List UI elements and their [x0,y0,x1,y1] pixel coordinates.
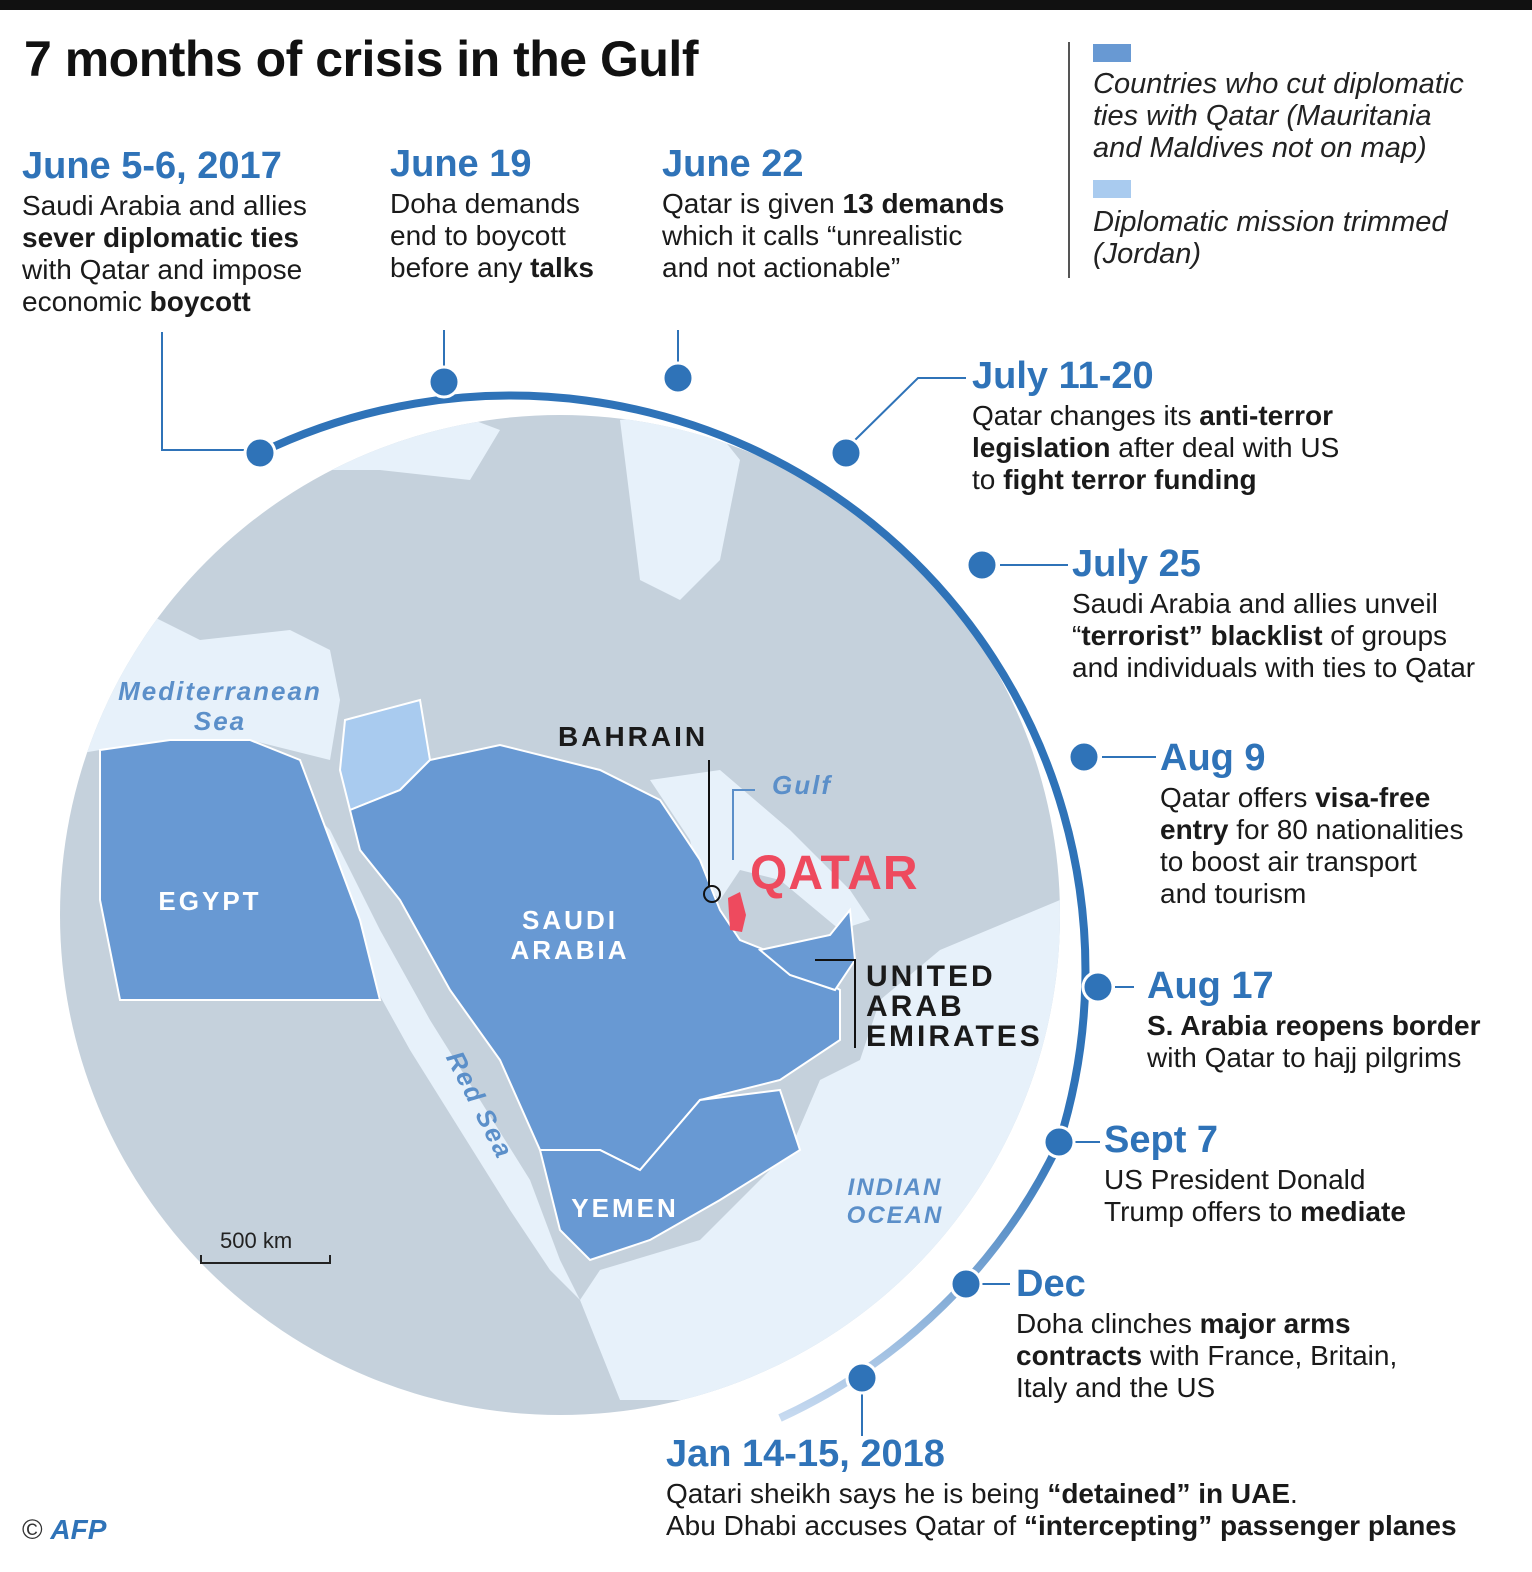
event-july-25: July 25 Saudi Arabia and allies unveil “t… [1072,542,1475,684]
timeline-dot-aug-17 [1081,970,1115,1004]
event-text: Doha demands end to boycott before any tal… [390,188,594,283]
event-dec: Dec Doha clinches major arms contracts wi… [1016,1262,1397,1404]
event-sept-7: Sept 7 US President Donald Trump offers t… [1104,1118,1406,1228]
copyright-symbol: © [22,1514,43,1545]
timeline-dot-jan-14 [845,1361,879,1395]
event-date: July 25 [1072,543,1201,585]
persian-gulf [650,770,870,930]
label-gulf: Gulf [772,770,832,800]
event-date: Sept 7 [1104,1119,1219,1161]
timeline-arc [258,391,1090,1145]
label-uae: UNITED ARAB EMIRATES [866,960,1043,1053]
credit: © AFP [22,1514,106,1546]
timeline-dot-july-25 [965,548,999,582]
label-bahrain: BAHRAIN [558,721,709,752]
bahrain-marker [703,885,721,903]
event-text: Qatar is given 13 demands which it calls … [662,188,1005,283]
gulf-leader [732,789,755,860]
event-july-11: July 11-20 Qatar changes its anti-terror… [972,354,1339,496]
timeline-dot-dec [949,1267,983,1301]
timeline-dot-june-5 [243,436,277,470]
label-yemen: YEMEN [571,1193,679,1223]
event-text: Saudi Arabia and allies unveil “terrorist… [1072,588,1476,683]
top-rule [0,0,1532,10]
legend-swatch-trimmed [1093,180,1131,198]
legend-swatch-cut-ties [1093,44,1131,62]
event-text: Saudi Arabia and allies sever diplomatic … [22,190,307,317]
timeline-dot-june-19 [427,365,461,399]
label-saudi-arabia: SAUDI ARABIA [510,905,630,965]
caspian-sea [620,415,740,600]
timeline-dot-june-22 [661,361,695,395]
event-date: Jan 14-15, 2018 [666,1433,945,1475]
event-date: Dec [1016,1263,1086,1305]
legend-text-cut-ties: Countries who cut diplomatic ties with Q… [1093,68,1464,164]
label-indian-ocean: INDIAN OCEAN [846,1174,944,1229]
afp-logo: AFP [50,1514,107,1545]
timeline-dot-aug-9 [1067,740,1101,774]
event-date: Aug 17 [1147,965,1274,1007]
egypt-shape [99,739,382,1001]
label-egypt: EGYPT [158,886,262,916]
event-date: June 22 [662,143,804,185]
label-mediterranean: Mediterranean Sea [118,676,322,736]
event-text: Qatari sheikh says he is being “detained… [666,1478,1457,1541]
legend-divider [1068,42,1070,278]
scale-bar [200,1255,331,1264]
timeline-dot-july-11 [829,436,863,470]
event-text: S. Arabia reopens border with Qatar to ha… [1147,1010,1481,1073]
event-text: US President Donald Trump offers to media… [1104,1164,1406,1227]
event-text: Qatar offers visa-free entry for 80 natio… [1160,782,1464,909]
scale-label: 500 km [220,1228,293,1253]
event-date: Aug 9 [1160,737,1266,779]
page-title: 7 months of crisis in the Gulf [24,31,698,87]
event-june-22: June 22 Qatar is given 13 demands which i… [662,142,1004,284]
event-june-5: June 5-6, 2017 Saudi Arabia and allies se… [22,144,307,318]
legend-text-trimmed: Diplomatic mission trimmed (Jordan) [1093,206,1448,270]
label-qatar: QATAR [750,847,919,900]
event-aug-17: Aug 17 S. Arabia reopens border with Qata… [1147,964,1481,1074]
timeline-arc-fade [778,1141,1063,1422]
qatar-shape [728,892,746,932]
timeline-dot-sept-7 [1042,1125,1076,1159]
event-text: Qatar changes its anti-terror legislation… [972,400,1340,495]
event-june-19: June 19 Doha demands end to boycott before… [390,142,594,284]
event-date: June 5-6, 2017 [22,145,282,187]
yemen-shape [538,1088,802,1262]
event-text: Doha clinches major arms contracts with F… [1016,1308,1398,1403]
saudi-arabia-shape [348,743,841,1172]
event-jan-14: Jan 14-15, 2018 Qatari sheikh says he is… [666,1432,1457,1542]
event-date: June 19 [390,143,532,185]
uae-leader [815,959,856,1048]
event-aug-9: Aug 9 Qatar offers visa-free entry for 80… [1160,736,1464,910]
event-date: July 11-20 [972,355,1154,397]
